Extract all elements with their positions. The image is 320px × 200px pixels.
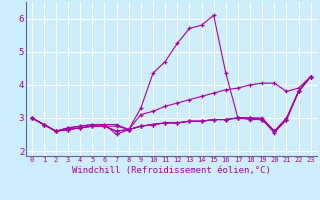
X-axis label: Windchill (Refroidissement éolien,°C): Windchill (Refroidissement éolien,°C) <box>72 166 271 175</box>
